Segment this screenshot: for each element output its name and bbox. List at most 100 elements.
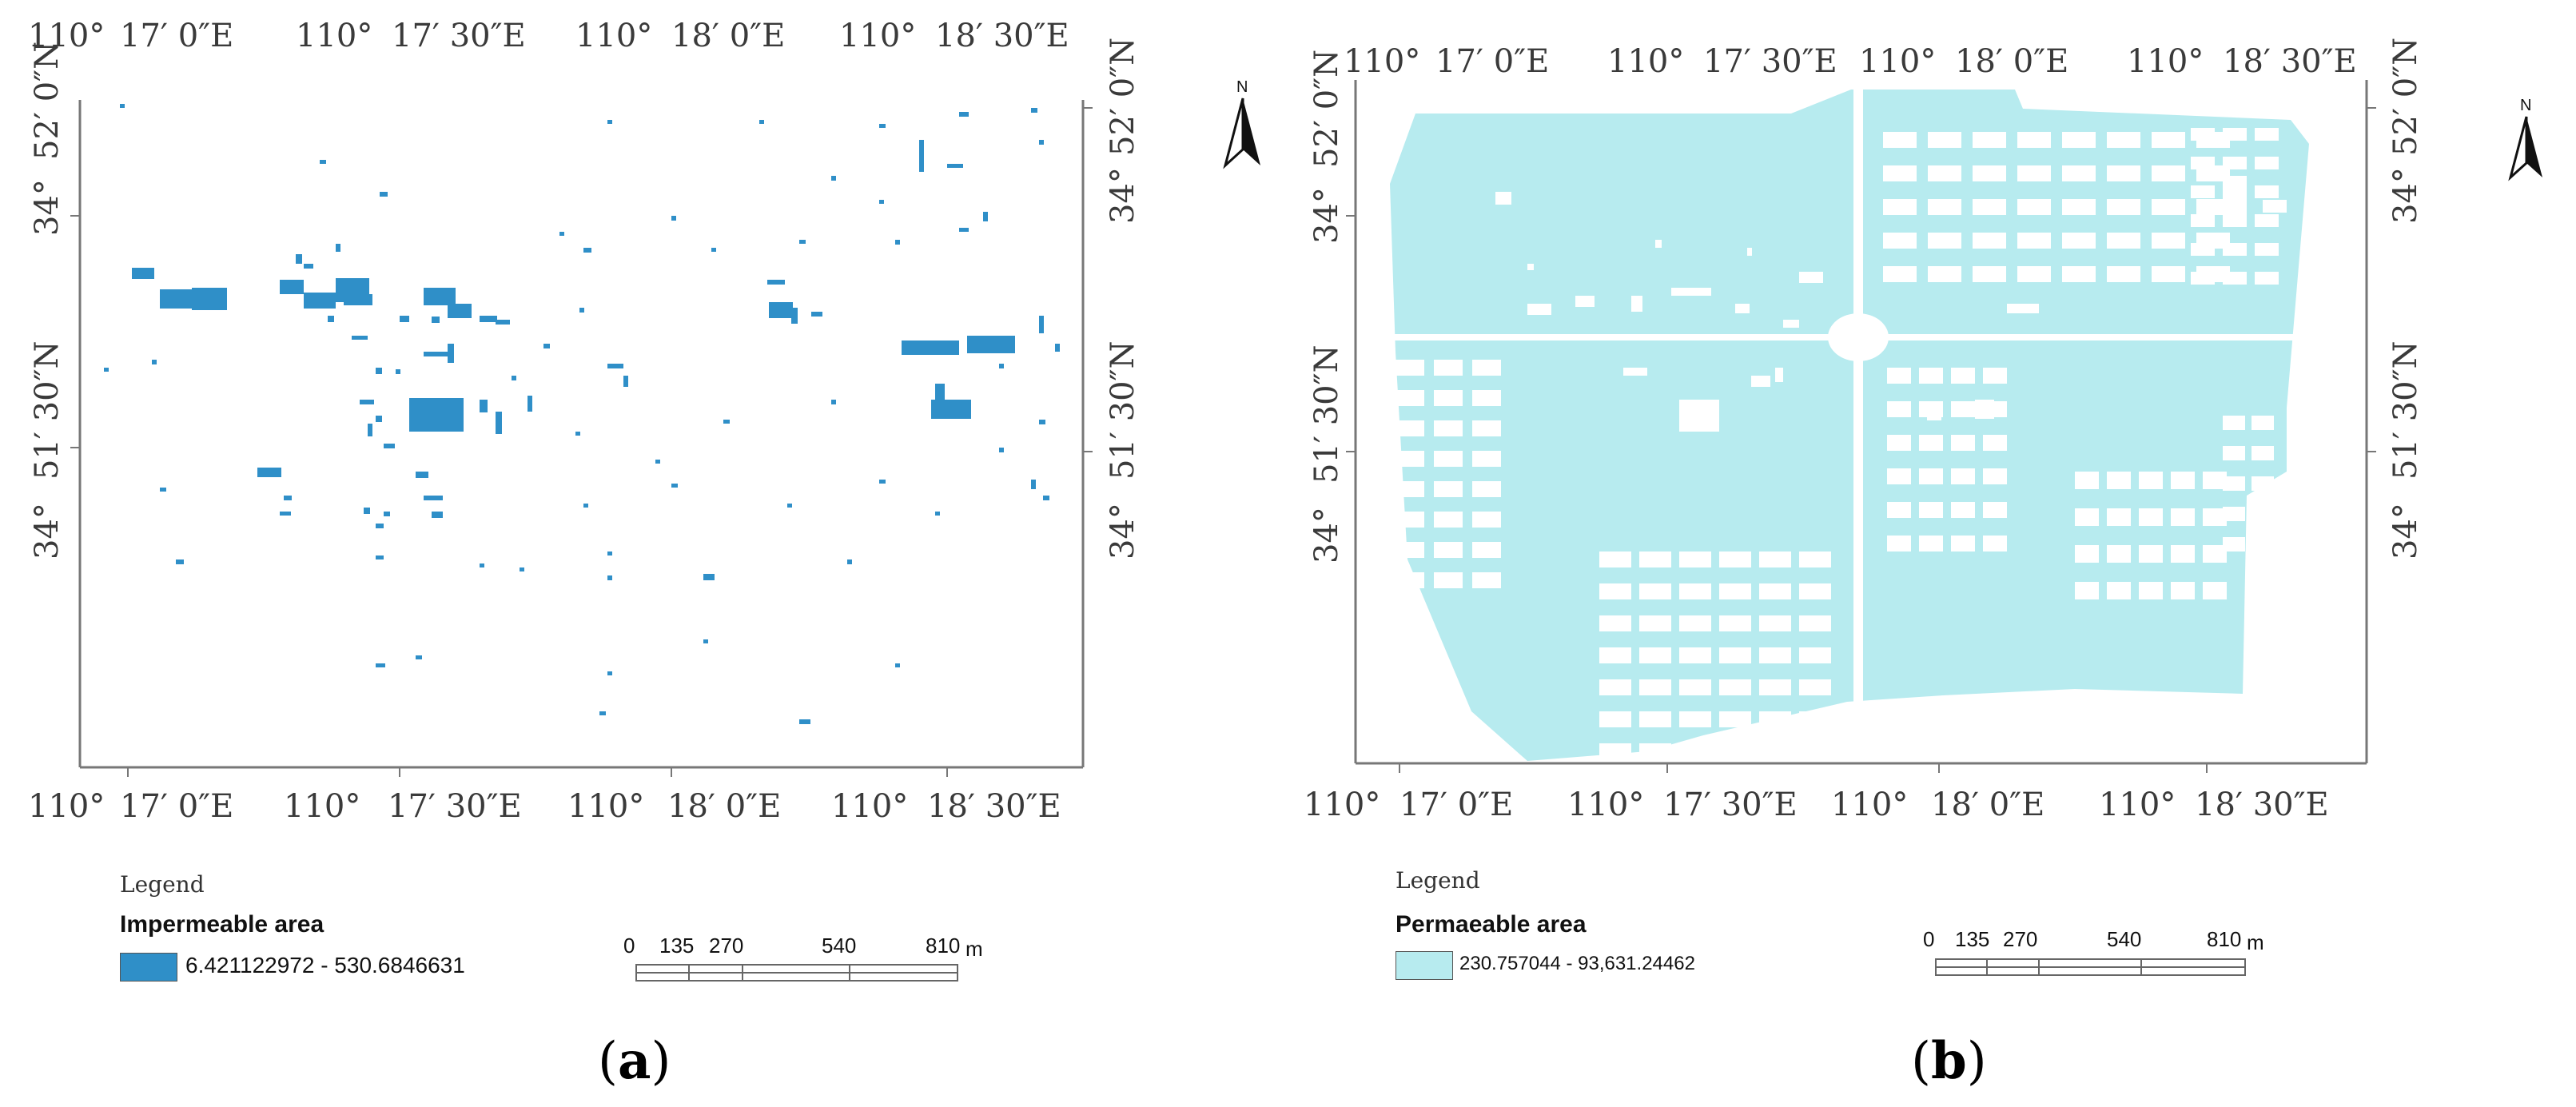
impermeable-patch (543, 344, 550, 348)
scale-unit: m (2247, 930, 2264, 954)
building (1395, 451, 1424, 467)
building (2152, 233, 2185, 249)
impermeable-patch (791, 308, 798, 324)
left-label-2-min: 51′ 30″N (1308, 344, 1345, 484)
north-arrow-icon: N (2508, 97, 2542, 181)
building (2152, 165, 2185, 181)
impermeable-patch (424, 288, 456, 305)
permeable-patches (1360, 90, 2367, 761)
impermeable-patch (935, 512, 940, 516)
building (2191, 243, 2215, 256)
building (1679, 743, 1711, 759)
building (1631, 296, 1642, 312)
impermeable-patch (360, 400, 374, 404)
top-label-2-deg: 110° (1607, 43, 1684, 80)
building (2075, 472, 2099, 489)
bottom-label-3-min: 18′ 0″E (667, 788, 781, 825)
building (1783, 320, 1799, 328)
building (2252, 476, 2274, 491)
building (1951, 536, 1975, 552)
right-label-2-min: 51′ 30″N (2387, 340, 2424, 480)
building (1395, 481, 1424, 497)
impermeable-patch (396, 369, 400, 374)
bottom-label-1-deg: 110° (28, 788, 105, 825)
building (1973, 165, 2006, 181)
impermeable-patch (947, 164, 963, 168)
building (1679, 552, 1711, 567)
impermeable-patch (120, 104, 125, 108)
building (1639, 679, 1671, 695)
right-label-1-deg: 34° (1105, 167, 1141, 224)
bottom-label-2-deg: 110° (1567, 786, 1644, 823)
building (1434, 360, 1463, 376)
impermeable-patch (160, 488, 166, 492)
building (1883, 132, 1917, 148)
building (1679, 679, 1711, 695)
impermeable-patch (1039, 420, 1045, 424)
building (1973, 199, 2006, 215)
building (2062, 199, 2096, 215)
building (2223, 272, 2247, 285)
impermeable-patch (935, 384, 945, 409)
building (2191, 157, 2215, 169)
impermeable-patch (416, 655, 422, 659)
panel-b: 110° 17′ 0″E 110° 17′ 30″E 110° 18′ 0″E … (1288, 0, 2575, 1107)
building (1883, 233, 1917, 249)
building (2171, 545, 2195, 563)
building (1799, 552, 1831, 567)
bottom-label-2-min: 17′ 30″E (1663, 786, 1798, 823)
right-label-1-min: 52′ 0″N (1105, 38, 1141, 156)
impermeable-patch (583, 504, 588, 508)
building (1395, 390, 1424, 406)
building (2075, 545, 2099, 563)
building (1472, 420, 1501, 436)
building (1679, 583, 1711, 599)
building (2017, 132, 2051, 148)
impermeable-patch (767, 280, 785, 285)
impermeable-patch (703, 574, 715, 580)
building (1623, 368, 1647, 376)
building (2171, 472, 2195, 489)
building (1883, 199, 1917, 215)
right-label-2-deg: 34° (2387, 503, 2424, 559)
left-label-1-deg: 34° (29, 179, 66, 236)
building (1679, 400, 1719, 432)
building (2075, 508, 2099, 526)
building (2255, 214, 2279, 227)
building (2007, 304, 2039, 313)
scale-label-135: 135 (659, 934, 695, 958)
building (1472, 572, 1501, 588)
building (2203, 582, 2227, 599)
impermeable-patch (959, 112, 969, 117)
impermeable-patch (623, 376, 628, 387)
building (2107, 508, 2131, 526)
frame-ticks (1346, 107, 2376, 773)
bottom-label-2-min: 17′ 30″E (388, 788, 522, 825)
impermeable-patch (384, 444, 395, 448)
legend-range: 6.421122972 - 530.6846631 (185, 953, 465, 978)
top-label-1-deg: 110° (28, 18, 105, 54)
building (2017, 233, 2051, 249)
impermeable-patch (847, 559, 852, 564)
bottom-label-3-deg: 110° (1831, 786, 1908, 823)
impermeable-patch (376, 663, 385, 667)
building (2223, 243, 2247, 256)
impermeable-patch (304, 293, 336, 309)
building (2255, 157, 2279, 169)
building (1472, 542, 1501, 558)
building (1983, 536, 2007, 552)
building (2152, 266, 2185, 282)
building (1639, 743, 1671, 759)
impermeable-patch (400, 316, 409, 322)
building (1928, 266, 1961, 282)
building (2017, 266, 2051, 282)
building (2017, 165, 2051, 181)
legend-title: Legend (120, 871, 205, 898)
building (1472, 390, 1501, 406)
building (1719, 615, 1751, 631)
scale-bar (1935, 958, 2246, 976)
building (2223, 157, 2247, 169)
impermeable-patch (480, 316, 497, 322)
impermeable-patch (655, 460, 660, 464)
building (1575, 296, 1595, 307)
